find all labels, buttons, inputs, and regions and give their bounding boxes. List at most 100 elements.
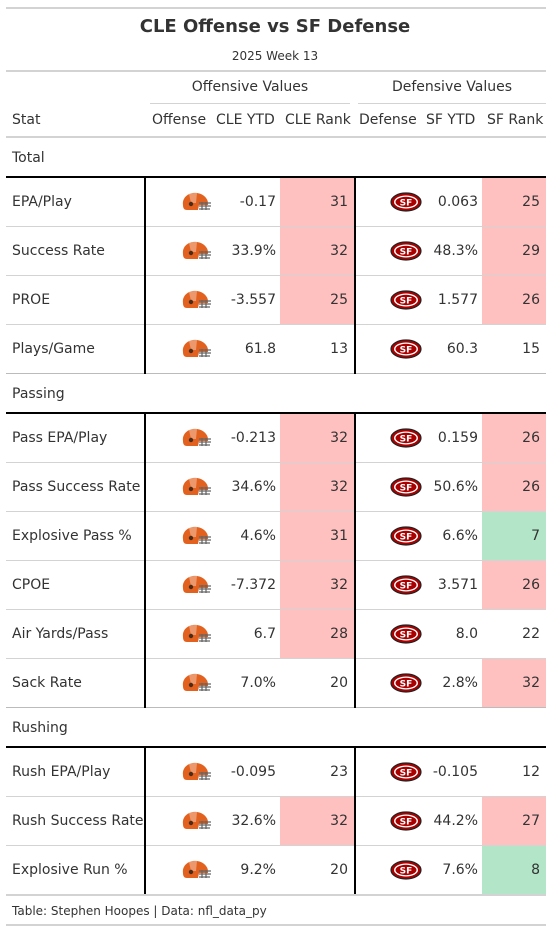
sf-rank-value: 26: [482, 276, 546, 325]
sf-ytd-value: 0.063: [437, 194, 478, 210]
header-divider: [6, 70, 546, 72]
cle-helmet-icon: [182, 241, 211, 259]
cle-ytd-value: -0.213: [230, 430, 276, 446]
sf-logo-icon: SF: [390, 860, 422, 880]
svg-text:SF: SF: [400, 297, 413, 307]
cle-rank-value: 28: [280, 610, 354, 659]
defense-logo-cell: SF: [354, 227, 424, 276]
cle-ytd-value: -0.17: [239, 194, 276, 210]
sf-logo-icon: SF: [390, 192, 422, 212]
defense-logo-cell: SF: [354, 512, 424, 561]
sf-logo-icon: SF: [390, 477, 422, 497]
offense-logo-cell: [146, 512, 214, 561]
sf-ytd-value: 0.159: [437, 430, 478, 446]
cle-rank-value: 31: [280, 512, 354, 561]
table-row: Success Rate 33.9% 32 SF 48.3% 29: [6, 227, 546, 276]
sf-ytd-value: 6.6%: [442, 528, 478, 544]
col-header-sf-ytd: SF YTD: [426, 112, 476, 128]
svg-text:SF: SF: [400, 769, 413, 779]
sf-ytd-value: 44.2%: [433, 813, 478, 829]
sf-rank-value: 27: [482, 797, 546, 846]
sf-logo-icon: SF: [390, 811, 422, 831]
svg-text:SF: SF: [400, 582, 413, 592]
offensive-values-spanner: Offensive Values: [191, 79, 309, 95]
table-row: PROE -3.557 25 SF 1.577 26: [6, 276, 546, 325]
stat-column-divider: [144, 748, 146, 895]
cle-rank-value: 31: [280, 178, 354, 227]
stat-name: EPA/Play: [12, 194, 72, 210]
offense-logo-cell: [146, 178, 214, 227]
offense-logo-cell: [146, 561, 214, 610]
row-divider: [6, 560, 546, 561]
sf-rank-value: 26: [482, 463, 546, 512]
cle-ytd-value: 9.2%: [240, 862, 276, 878]
offense-defense-divider: [354, 748, 356, 895]
cle-ytd-value: -0.095: [230, 764, 276, 780]
row-divider: [6, 658, 546, 659]
offense-defense-divider: [354, 414, 356, 708]
sf-rank-value: 26: [482, 414, 546, 463]
stat-column-divider: [144, 178, 146, 374]
stat-name: Pass EPA/Play: [12, 430, 108, 446]
cle-rank-value: 13: [330, 341, 348, 357]
top-border: [6, 7, 546, 9]
svg-text:SF: SF: [400, 435, 413, 445]
row-divider: [6, 796, 546, 797]
stat-name: Success Rate: [12, 243, 105, 259]
defense-logo-cell: SF: [354, 414, 424, 463]
row-divider: [6, 324, 546, 325]
defense-logo-cell: SF: [354, 659, 424, 708]
offense-logo-cell: [146, 463, 214, 512]
sf-ytd-value: 7.6%: [442, 862, 478, 878]
col-header-defense: Defense: [359, 112, 417, 128]
sf-ytd-value: 8.0: [455, 626, 478, 642]
cle-helmet-icon: [182, 673, 211, 691]
sf-rank-value: 25: [482, 178, 546, 227]
col-header-sf-rank: SF Rank: [487, 112, 544, 128]
cle-rank-value: 23: [330, 764, 348, 780]
group-label-rushing: Rushing: [12, 720, 68, 736]
group-top-border: [6, 746, 546, 748]
table-row: Plays/Game 61.8 13 SF 60.3 15: [6, 325, 546, 374]
stat-name: Explosive Pass %: [12, 528, 132, 544]
table-subtitle: 2025 Week 13: [231, 49, 319, 63]
table-bottom-border: [6, 894, 546, 896]
sf-rank-value: 7: [482, 512, 546, 561]
cle-ytd-value: 32.6%: [231, 813, 276, 829]
sf-rank-value: 29: [482, 227, 546, 276]
defense-logo-cell: SF: [354, 561, 424, 610]
sf-ytd-value: -0.105: [432, 764, 478, 780]
table-row: Rush Success Rate 32.6% 32 SF 44.2% 27: [6, 797, 546, 846]
col-header-offense: Offense: [152, 112, 207, 128]
row-divider: [6, 609, 546, 610]
offense-logo-cell: [146, 748, 214, 797]
svg-text:SF: SF: [400, 867, 413, 877]
sf-ytd-value: 1.577: [437, 292, 478, 308]
sf-logo-icon: SF: [390, 673, 422, 693]
sf-ytd-value: 50.6%: [433, 479, 478, 495]
cle-rank-value: 32: [280, 797, 354, 846]
cle-rank-value: 32: [280, 561, 354, 610]
cle-rank-value: 25: [280, 276, 354, 325]
col-header-cle-ytd: CLE YTD: [216, 112, 275, 128]
table-row: Pass EPA/Play -0.213 32 SF 0.159 26: [6, 414, 546, 463]
defensive-spanner-line: [358, 103, 546, 104]
sf-logo-icon: SF: [390, 526, 422, 546]
cle-rank-value: 32: [280, 414, 354, 463]
cle-helmet-icon: [182, 624, 211, 642]
stat-name: CPOE: [12, 577, 51, 593]
cle-helmet-icon: [182, 526, 211, 544]
cle-rank-value: 32: [280, 463, 354, 512]
cle-helmet-icon: [182, 811, 211, 829]
svg-text:SF: SF: [400, 346, 413, 356]
defense-logo-cell: SF: [354, 797, 424, 846]
svg-text:SF: SF: [400, 484, 413, 494]
row-divider: [6, 462, 546, 463]
defense-logo-cell: SF: [354, 276, 424, 325]
defense-logo-cell: SF: [354, 748, 424, 797]
sf-logo-icon: SF: [390, 575, 422, 595]
sf-logo-icon: SF: [390, 290, 422, 310]
cle-helmet-icon: [182, 339, 211, 357]
table-row: EPA/Play -0.17 31 SF 0.063 25: [6, 178, 546, 227]
svg-text:SF: SF: [400, 248, 413, 258]
